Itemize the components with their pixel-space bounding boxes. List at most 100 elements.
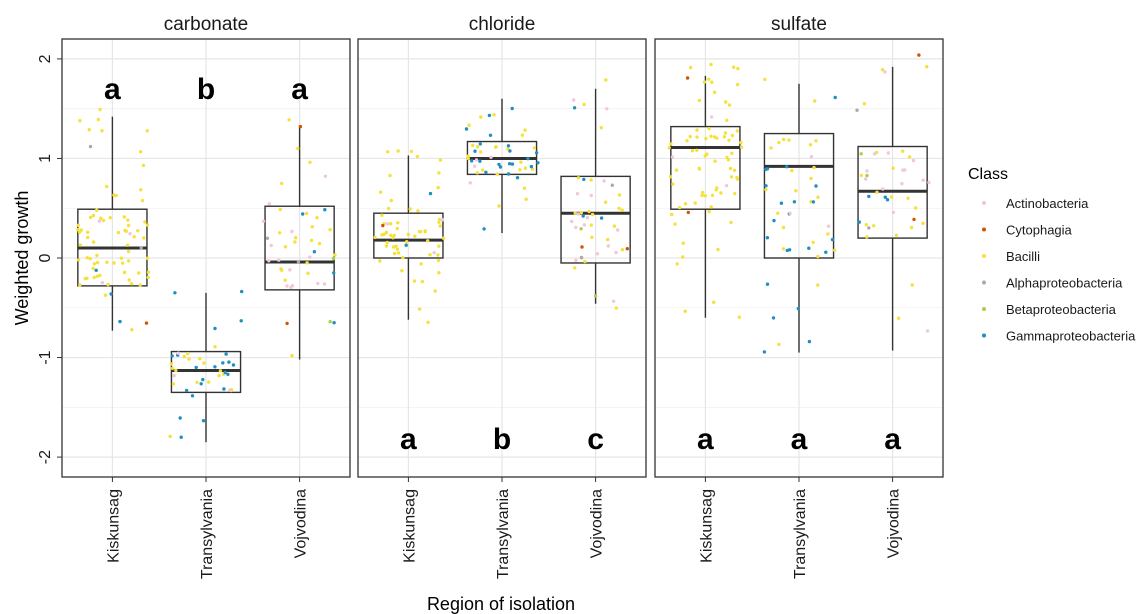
point-Actinobacteria	[602, 179, 606, 183]
point-Bacilli	[833, 248, 837, 252]
point-Bacilli	[709, 62, 713, 67]
point-Gammaproteobacteria	[581, 214, 585, 218]
point-Actinobacteria	[474, 158, 479, 162]
point-Bacilli	[865, 235, 869, 239]
point-Bacilli	[781, 225, 786, 230]
point-Bacilli	[171, 382, 176, 386]
point-Bacilli	[813, 99, 817, 103]
point-Bacilli	[715, 186, 719, 190]
point-Gammaproteobacteria	[222, 387, 226, 391]
point-Gammaproteobacteria	[201, 377, 205, 382]
point-Bacilli	[670, 212, 674, 217]
point-Bacilli	[494, 145, 498, 149]
panel-title: carbonate	[164, 14, 249, 35]
point-Bacilli	[396, 251, 401, 255]
point-Bacilli	[437, 220, 441, 224]
point-Bacilli	[667, 146, 671, 150]
point-Bacilli	[296, 146, 300, 151]
points-Kiskunsag	[667, 62, 744, 319]
point-Bacilli	[174, 368, 178, 373]
point-Bacilli	[709, 205, 713, 209]
point-Bacilli	[373, 235, 377, 240]
point-Actinobacteria	[614, 250, 618, 255]
point-Gammaproteobacteria	[510, 106, 514, 111]
point-Bacilli	[730, 133, 735, 138]
point-Actinobacteria	[575, 192, 580, 196]
point-Gammaproteobacteria	[830, 237, 835, 242]
x-axis-title: Region of isolation	[427, 594, 575, 614]
point-Bacilli	[315, 216, 319, 220]
point-Gammaproteobacteria	[582, 177, 586, 182]
axes-layer: Weighted growth Region of isolation -2 -1…	[12, 54, 575, 614]
points-Transylvania	[168, 289, 244, 439]
point-Bacilli	[280, 181, 284, 186]
point-Actinobacteria	[128, 232, 132, 236]
point-Gammaproteobacteria	[487, 113, 492, 118]
point-Actinobacteria	[97, 219, 102, 223]
point-Bacilli	[88, 215, 93, 220]
panel-title: sulfate	[771, 14, 827, 35]
box-iqr	[560, 175, 631, 264]
point-Bacilli	[123, 228, 127, 233]
point-Bacilli	[719, 191, 723, 195]
y-tick-label: 0	[37, 253, 54, 262]
point-Bacilli	[116, 230, 121, 235]
y-tick-label: 2	[37, 54, 54, 63]
point-Bacilli	[690, 149, 695, 153]
point-Bacilli	[76, 223, 81, 227]
point-Bacilli	[683, 202, 688, 206]
point-Actinobacteria	[606, 244, 610, 248]
point-Gammaproteobacteria	[484, 170, 488, 174]
x-tick-label: Kiskunsag	[105, 489, 122, 563]
point-Bacilli	[389, 222, 393, 226]
point-Bacilli	[186, 351, 190, 356]
x-tick-label: Transylvania	[495, 489, 512, 579]
point-Bacilli	[278, 207, 282, 212]
point-Bacilli	[95, 274, 100, 278]
point-Bacilli	[396, 221, 400, 225]
point-Bacilli	[308, 160, 312, 164]
point-Bacilli	[428, 253, 432, 257]
point-Alphaproteobacteria	[855, 108, 859, 112]
point-Bacilli	[436, 253, 440, 257]
point-Actinobacteria	[881, 187, 885, 191]
point-Gammaproteobacteria	[312, 250, 317, 254]
point-Bacilli	[91, 266, 95, 270]
point-Actinobacteria	[261, 219, 266, 223]
point-Gammaproteobacteria	[227, 360, 231, 364]
significance-letter: b	[493, 423, 511, 456]
point-Bacilli	[139, 188, 143, 192]
point-Actinobacteria	[269, 243, 273, 248]
point-Bacilli	[95, 208, 99, 212]
point-Bacilli	[396, 149, 400, 153]
point-Bacilli	[78, 119, 82, 123]
point-Bacilli	[101, 218, 106, 223]
point-Bacilli	[127, 278, 131, 282]
point-Betaproteobacteria	[328, 320, 332, 324]
point-Bacilli	[417, 229, 422, 234]
point-Actinobacteria	[267, 259, 271, 263]
point-Bacilli	[126, 218, 130, 222]
point-Bacilli	[423, 229, 427, 234]
point-Bacilli	[587, 209, 591, 214]
point-Bacilli	[864, 223, 868, 227]
point-Bacilli	[782, 137, 786, 142]
point-Gammaproteobacteria	[184, 388, 189, 393]
point-Bacilli	[416, 209, 420, 213]
point-Bacilli	[712, 90, 717, 95]
point-Gammaproteobacteria	[404, 243, 408, 247]
point-Bacilli	[495, 172, 499, 176]
point-Bacilli	[129, 282, 134, 286]
point-Bacilli	[141, 163, 146, 168]
point-Bacilli	[728, 166, 733, 171]
point-Gammaproteobacteria	[240, 289, 244, 294]
box-Transylvania: a Transylvania	[762, 77, 837, 579]
point-Gammaproteobacteria	[213, 365, 217, 369]
point-Bacilli	[816, 254, 820, 259]
point-Bacilli	[530, 167, 535, 171]
point-Gammaproteobacteria	[765, 282, 770, 286]
point-Bacilli	[145, 129, 149, 133]
point-Actinobacteria	[574, 258, 578, 262]
point-Actinobacteria	[900, 181, 904, 186]
point-Bacilli	[88, 257, 93, 261]
